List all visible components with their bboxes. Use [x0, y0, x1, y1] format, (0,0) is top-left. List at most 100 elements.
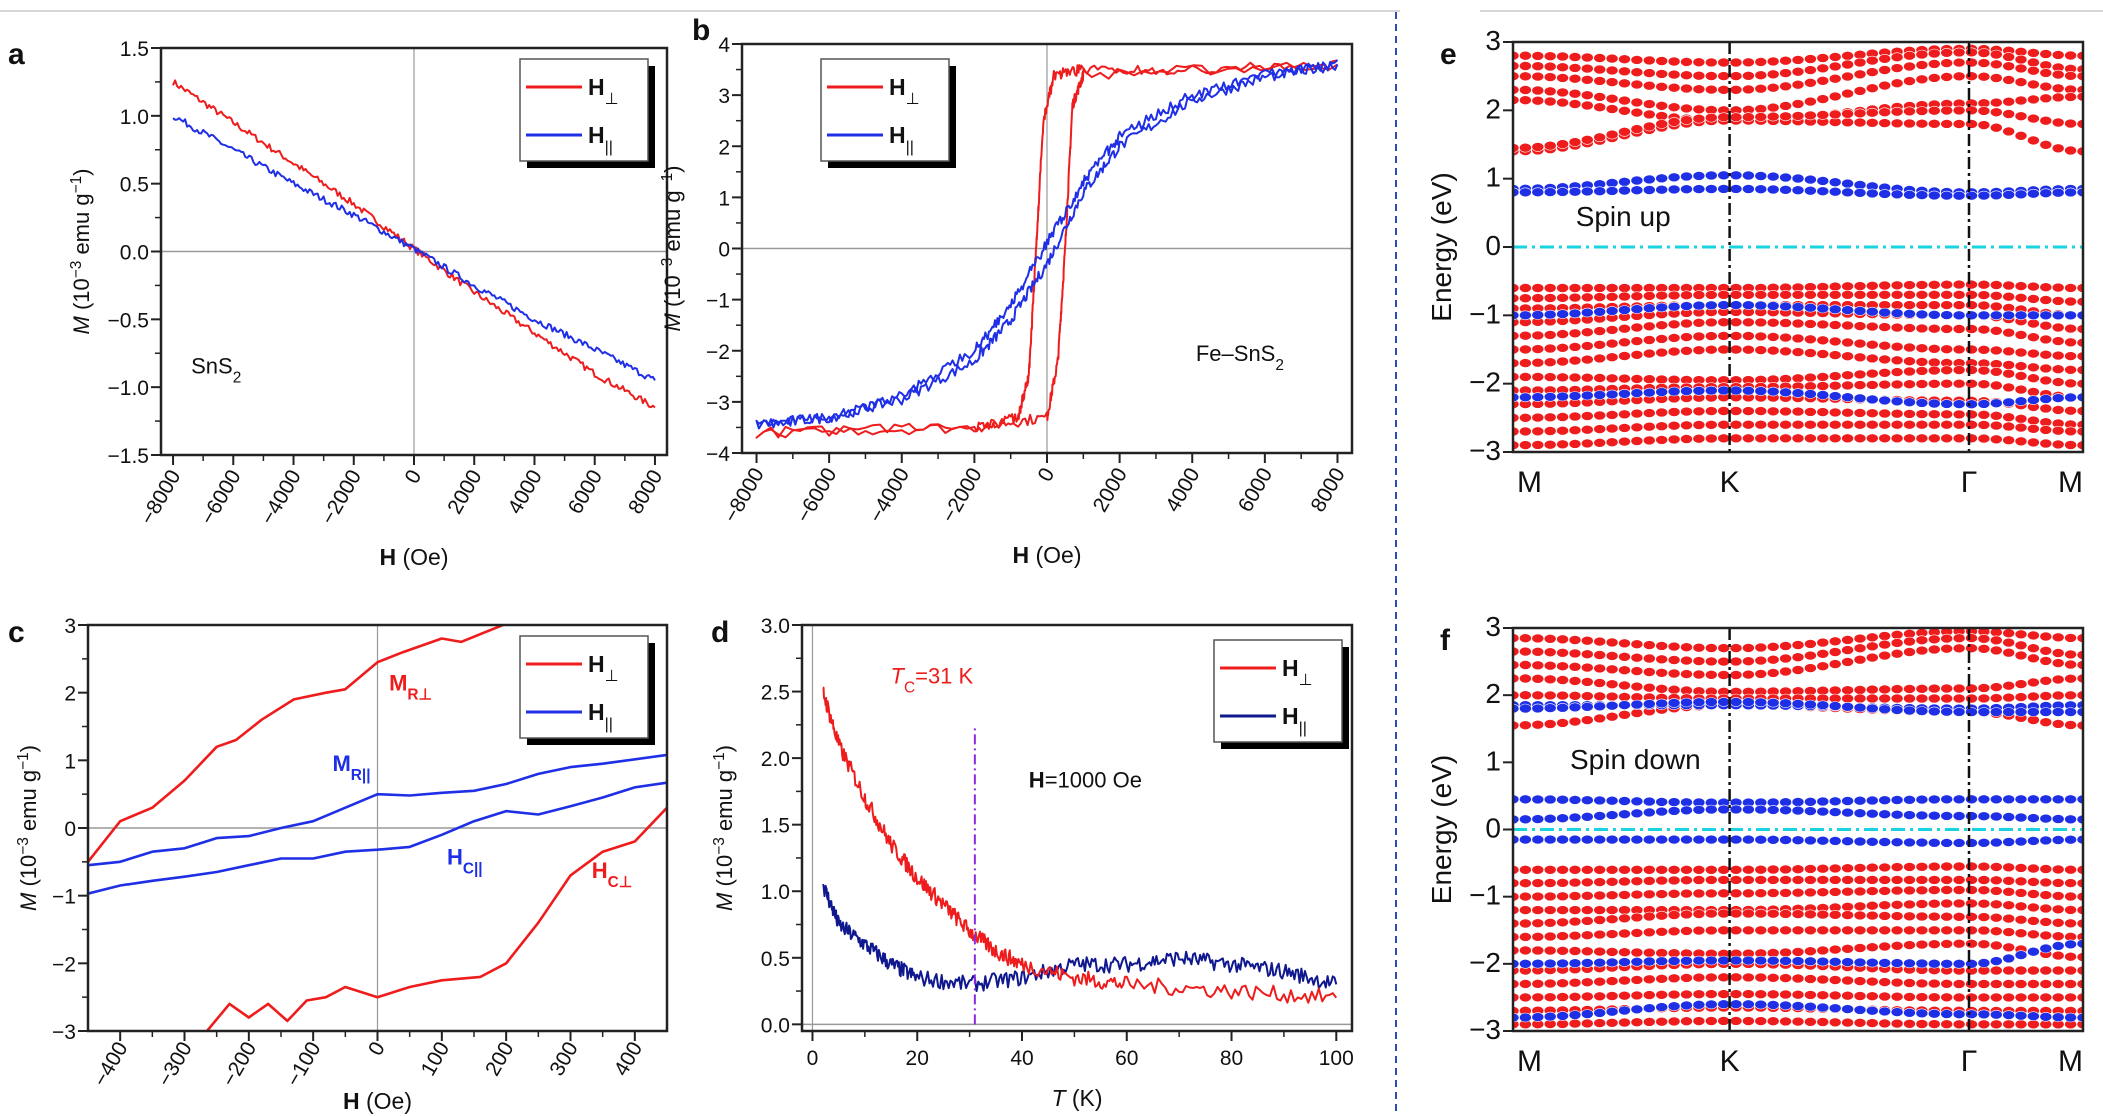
band-point — [1828, 371, 1842, 381]
band-point — [1791, 973, 1805, 984]
band-point — [1990, 875, 2003, 886]
annotation: Spin down — [1570, 744, 1701, 775]
x-tick-label: 0 — [1034, 464, 1060, 486]
band-point — [1643, 321, 1656, 332]
band-point — [1556, 372, 1569, 383]
band-point — [1928, 398, 1941, 409]
band-point — [1990, 992, 2003, 1003]
band-point — [1605, 423, 1619, 434]
band-point — [1841, 975, 1854, 986]
band-point — [1717, 184, 1730, 194]
band-point — [1581, 635, 1594, 646]
band-point — [1903, 356, 1916, 367]
band-point — [2027, 794, 2040, 805]
band-point — [1531, 878, 1545, 888]
band-point — [1928, 419, 1941, 430]
band-point — [1965, 433, 1978, 444]
band-point — [1742, 170, 1755, 181]
band-point — [1519, 958, 1532, 969]
k-tick-label: M — [1517, 466, 1542, 499]
k-tick-label: M — [2058, 466, 2083, 499]
band-point — [1655, 334, 1668, 344]
band-point — [1568, 930, 1582, 941]
y-tick-label: −0.5 — [108, 309, 149, 332]
band-point — [1680, 184, 1693, 194]
band-point — [1890, 977, 1904, 988]
band-point — [1804, 887, 1817, 898]
band-point — [1828, 109, 1842, 120]
band-point — [1692, 57, 1706, 68]
band-point — [1903, 106, 1916, 117]
band-point — [1519, 992, 1532, 1003]
x-tick-label: 400 — [610, 1038, 647, 1080]
band-point — [1903, 862, 1916, 872]
band-point — [1519, 71, 1532, 82]
x-tick-label: −6000 — [792, 464, 841, 527]
y-tick-label: −1 — [1469, 298, 1501, 329]
legend-box — [519, 635, 649, 739]
band-point — [1680, 1000, 1693, 1011]
band-point — [1655, 797, 1668, 807]
band-point — [1605, 700, 1619, 711]
x-tick-label: 80 — [1220, 1047, 1243, 1070]
band-point — [1556, 97, 1569, 108]
y-tick-label: 4 — [718, 34, 730, 57]
y-tick-label: −1 — [52, 886, 76, 909]
y-tick-label: −3 — [706, 392, 730, 415]
band-point — [1680, 70, 1693, 80]
band-point — [1766, 111, 1780, 122]
band-point — [2064, 50, 2077, 61]
band-point — [1543, 794, 1557, 805]
band-point — [1915, 74, 1929, 85]
band-point — [1915, 289, 1929, 300]
x-tick-label: −100 — [282, 1038, 326, 1090]
band-point — [1680, 955, 1693, 966]
band-point — [2027, 94, 2040, 105]
band-point — [2064, 145, 2077, 156]
band-point — [1717, 864, 1730, 875]
band-point — [1556, 905, 1569, 915]
plot-area — [161, 48, 667, 455]
band-point — [1692, 669, 1706, 680]
band-point — [1952, 119, 1966, 129]
band-point — [1717, 972, 1730, 983]
band-point — [1643, 68, 1656, 78]
band-point — [1568, 877, 1582, 888]
band-point — [1990, 107, 2003, 117]
band-point — [1977, 837, 1991, 848]
band-point — [2039, 645, 2053, 656]
band-point — [1990, 1019, 2003, 1030]
band-point — [1977, 912, 1991, 922]
band-point — [1766, 419, 1780, 430]
band-point — [1804, 78, 1817, 88]
band-point — [1692, 875, 1706, 885]
band-point — [1680, 909, 1693, 920]
band-point — [1581, 649, 1594, 660]
band-point — [1593, 795, 1606, 806]
band-point — [1952, 925, 1966, 936]
band-point — [2064, 405, 2077, 416]
text-part: emu g — [16, 770, 41, 837]
band-point — [2014, 330, 2028, 340]
band-point — [1853, 886, 1867, 897]
band-point — [1519, 50, 1532, 61]
y-tick-label: −4 — [706, 443, 730, 466]
band-point — [2051, 648, 2065, 658]
band-point — [1804, 389, 1817, 399]
band-point — [1618, 890, 1631, 900]
band-point — [1804, 419, 1817, 430]
band-point — [1667, 864, 1681, 875]
band-point — [1853, 1017, 1867, 1028]
band-point — [1816, 289, 1830, 300]
legend-label: H|| — [889, 122, 914, 156]
band-point — [1568, 690, 1582, 701]
band-point — [1513, 310, 1520, 321]
y-tick-label: 0 — [718, 239, 730, 262]
band-point — [2051, 336, 2065, 346]
band-point — [2027, 65, 2040, 76]
band-point — [1667, 434, 1681, 445]
band-point — [1593, 929, 1606, 940]
band-point — [1754, 955, 1768, 966]
x-tick-label: 2000 — [1089, 464, 1132, 516]
band-point — [1531, 794, 1545, 805]
